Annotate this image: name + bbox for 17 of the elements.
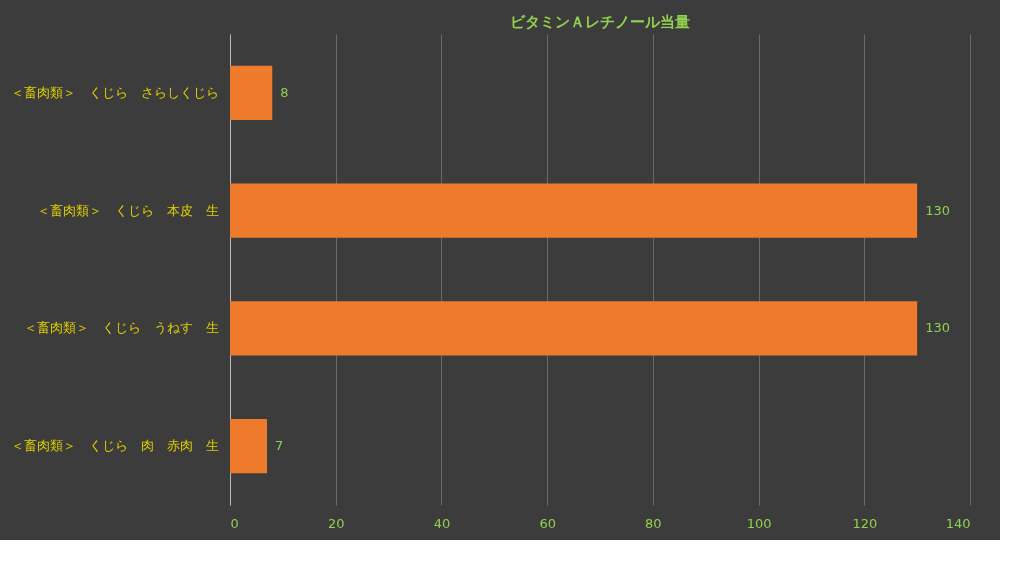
- x-tick-label: 100: [746, 515, 772, 531]
- x-tick-label: 40: [433, 515, 451, 531]
- x-tick-label: 120: [852, 515, 878, 531]
- chart-title: ビタミンＡレチノール当量: [510, 13, 690, 31]
- x-tick-label: 140: [945, 515, 971, 531]
- y-tick-label: ＜畜肉類＞ くじら 肉 赤肉 生: [10, 438, 219, 454]
- x-tick-label: 60: [539, 515, 556, 531]
- y-tick-label: ＜畜肉類＞ くじら さらしくじら: [10, 84, 219, 100]
- x-tick-label: 80: [645, 515, 662, 531]
- x-tick-label: 20: [327, 515, 345, 531]
- data-label: 7: [275, 438, 284, 454]
- data-label: 8: [280, 84, 289, 100]
- x-tick-label: 0: [230, 515, 239, 531]
- y-tick-label: ＜畜肉類＞ くじら うねす 生: [23, 320, 219, 336]
- y-tick-label: ＜畜肉類＞ くじら 本皮 生: [36, 202, 219, 218]
- data-label: 130: [925, 202, 950, 218]
- data-label: 130: [925, 320, 950, 336]
